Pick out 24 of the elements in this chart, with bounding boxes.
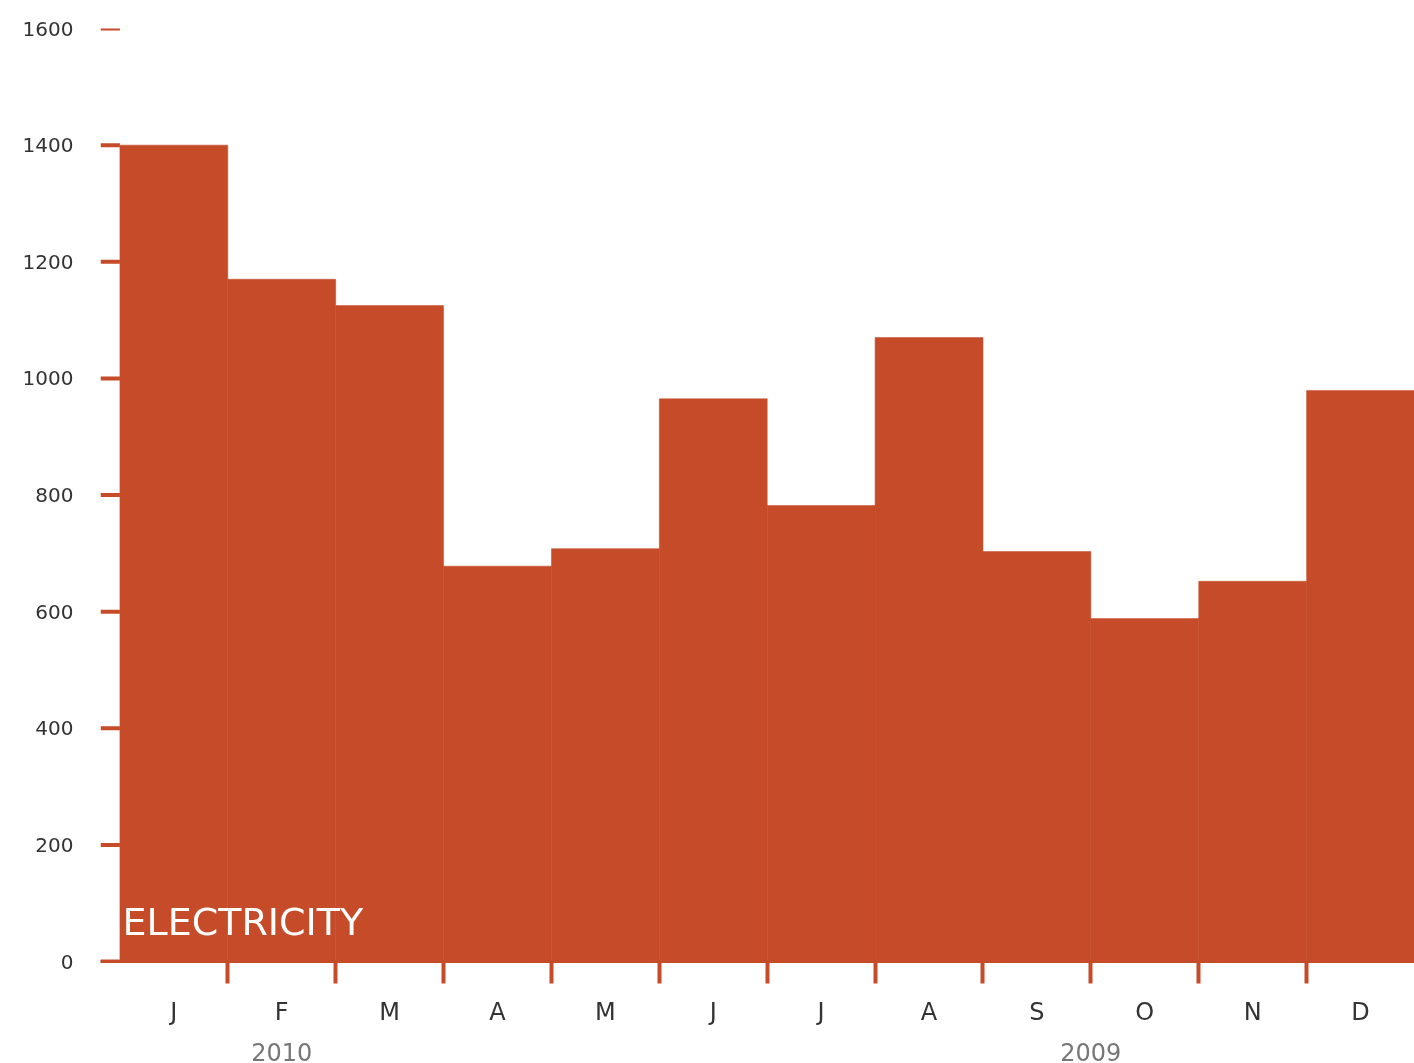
- x-tick-label: M: [379, 997, 400, 1026]
- x-tick-label: F: [274, 997, 289, 1026]
- x-tick-label: O: [1135, 997, 1155, 1026]
- x-tick-label: J: [707, 997, 717, 1026]
- y-tick-label: 1400: [22, 133, 74, 158]
- x-tick-label: A: [489, 997, 507, 1026]
- text: 2010: [251, 1038, 313, 1063]
- y-tick-label: 400: [35, 716, 74, 741]
- x-tick-label: J: [168, 997, 178, 1026]
- x-tick-label: N: [1243, 997, 1262, 1026]
- y-tick-label: 1200: [22, 249, 74, 274]
- y-tick-label: 800: [35, 483, 74, 507]
- text: 2009: [1060, 1038, 1122, 1063]
- x-tick-label: S: [1029, 997, 1045, 1026]
- x-tick-label: M: [595, 997, 616, 1026]
- y-tick-label: 0: [60, 949, 74, 974]
- y-tick-label: 1000: [22, 366, 74, 391]
- text: ELECTRICITY: [122, 899, 364, 944]
- x-tick-label: A: [920, 997, 938, 1026]
- y-tick-label: 600: [35, 599, 74, 624]
- y-tick-label: 200: [35, 832, 74, 857]
- y-tick-label: 1600: [22, 16, 74, 41]
- x-tick-label: D: [1351, 997, 1370, 1026]
- x-tick-label: J: [815, 997, 825, 1026]
